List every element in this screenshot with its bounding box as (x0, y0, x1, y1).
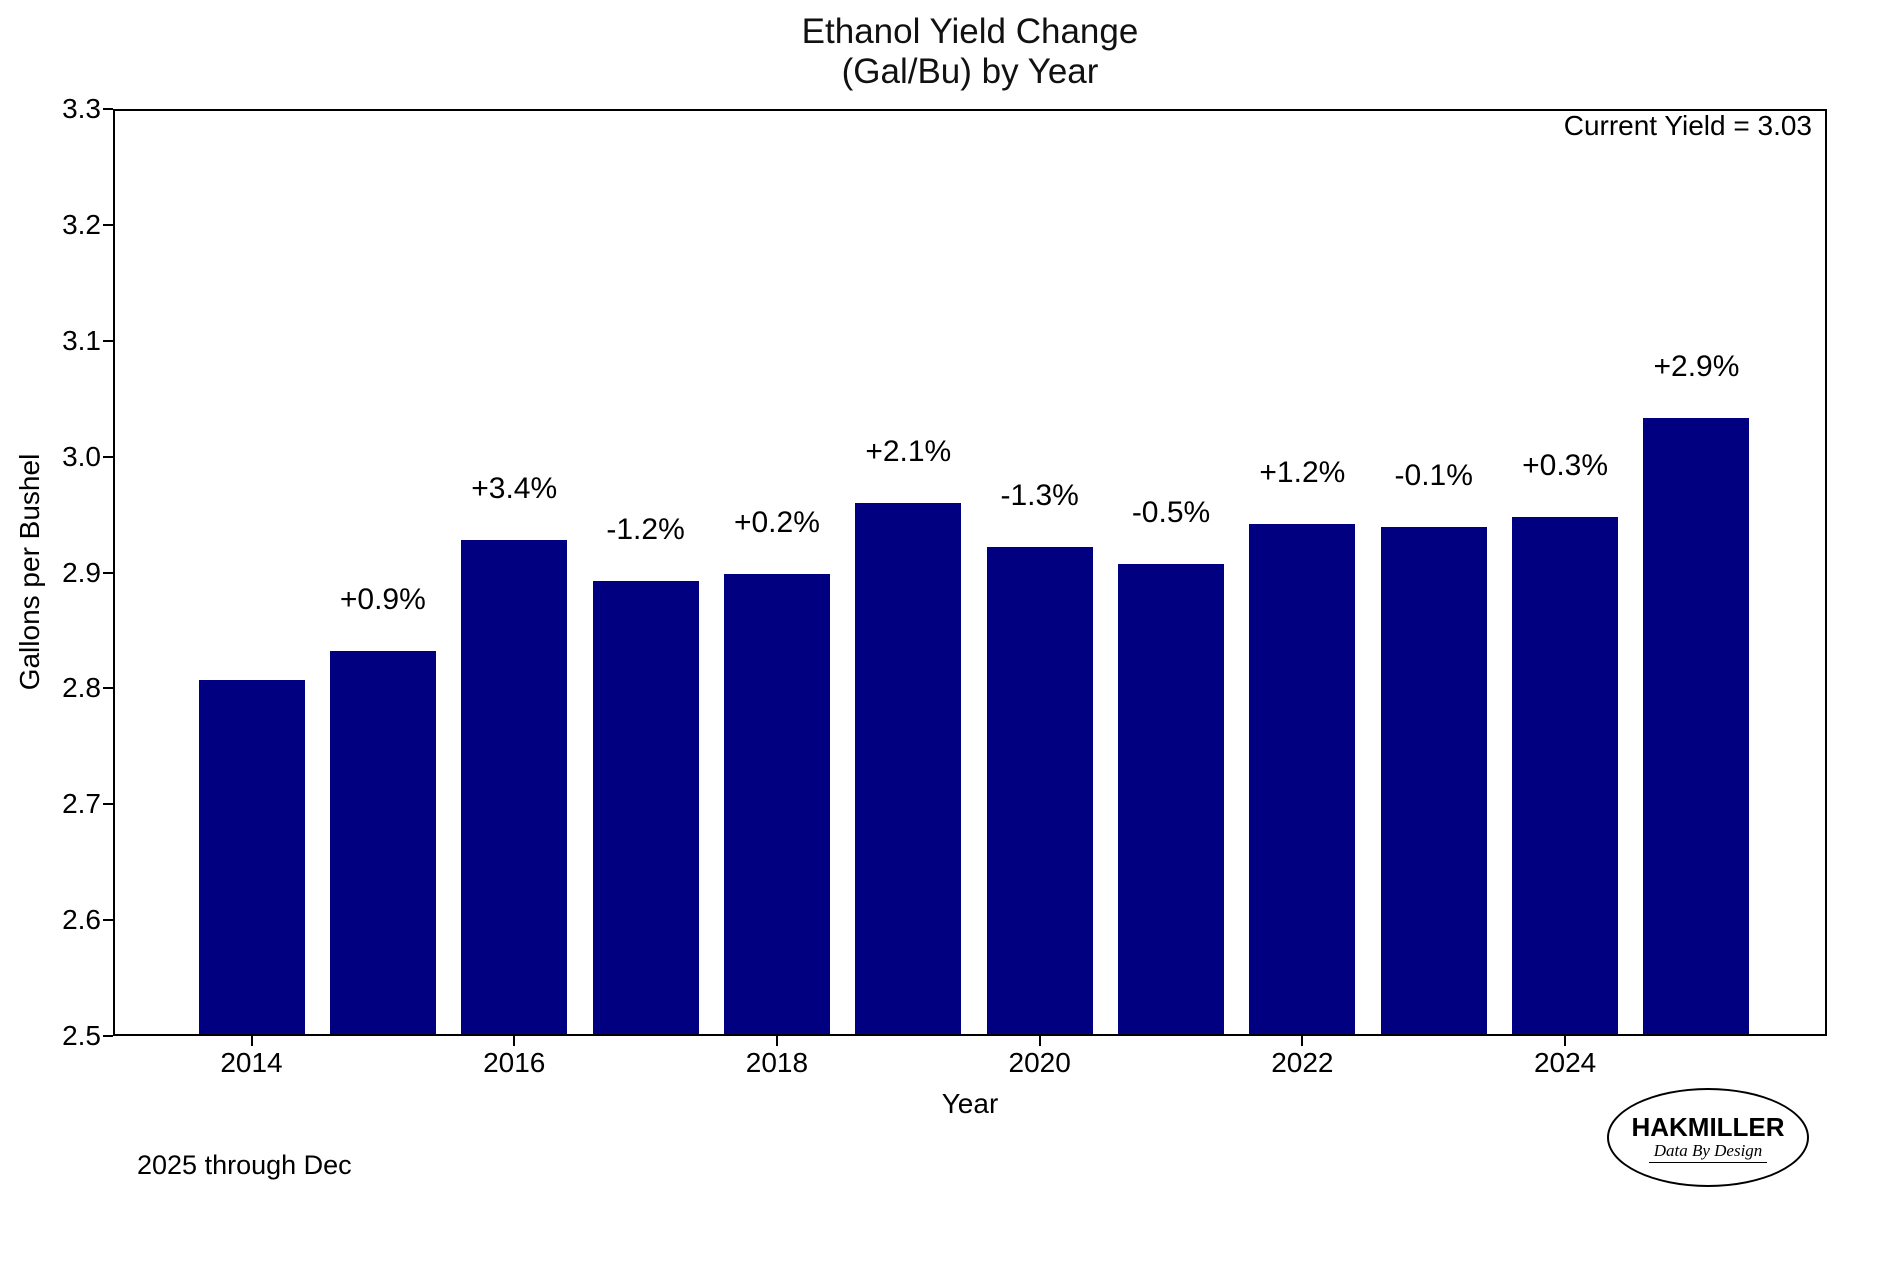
current-yield-annotation: Current Yield = 3.03 (1563, 110, 1812, 141)
chart-title-line2: (Gal/Bu) by Year (841, 52, 1099, 91)
y-tick-mark (103, 1035, 113, 1037)
y-tick-label: 2.5 (62, 1020, 101, 1051)
x-tick-mark (513, 1036, 516, 1046)
bar-2018 (723, 573, 830, 1034)
bar-label-2021: -0.5% (1131, 496, 1211, 530)
y-tick-mark (103, 223, 113, 226)
bar-label-2025: +2.9% (1653, 350, 1740, 384)
bar-2023 (1380, 527, 1487, 1034)
x-tick-label: 2016 (483, 1047, 546, 1078)
brand-logo: HAKMILLER Data By Design (1607, 1088, 1809, 1187)
bar-2017 (592, 580, 699, 1034)
y-tick-label: 3.2 (62, 208, 101, 240)
y-tick-mark (103, 571, 113, 574)
x-tick-mark (1301, 1036, 1304, 1046)
bar-2019 (855, 502, 962, 1034)
y-tick-label: 3.0 (62, 440, 101, 472)
plot-area (113, 109, 1827, 1036)
bar-2024 (1512, 516, 1619, 1034)
bar-label-2017: -1.2% (606, 512, 685, 546)
brand-logo-name: HAKMILLER (1631, 1111, 1785, 1142)
bar-label-2022: +1.2% (1259, 455, 1346, 489)
y-tick-label: 2.9 (62, 556, 101, 588)
bar-label-2020: -1.3% (1000, 479, 1079, 512)
y-tick-mark (103, 339, 113, 342)
footnote-text: 2025 through Dec (137, 1150, 352, 1180)
x-tick-label: 2020 (1008, 1047, 1071, 1078)
bar-label-2024: +0.3% (1522, 448, 1609, 482)
brand-logo-tagline: Data By Design (1648, 1141, 1768, 1163)
x-tick-label: 2014 (220, 1047, 283, 1078)
x-axis-label: Year (941, 1088, 999, 1119)
bar-label-2015: +0.9% (339, 583, 426, 617)
y-tick-label: 3.3 (62, 93, 101, 124)
y-tick-mark (103, 803, 113, 806)
y-tick-label: 3.1 (62, 324, 101, 356)
x-tick-label: 2022 (1271, 1047, 1334, 1078)
x-tick-mark (775, 1036, 778, 1046)
y-tick-label: 2.8 (62, 672, 101, 704)
bar-2021 (1118, 564, 1225, 1034)
bar-label-2019: +2.1% (865, 434, 952, 468)
bar-2014 (198, 680, 305, 1034)
x-tick-label: 2018 (745, 1047, 809, 1078)
x-tick-label: 2024 (1533, 1047, 1597, 1078)
bar-2015 (329, 651, 436, 1034)
y-tick-mark (103, 108, 113, 110)
y-tick-mark (103, 687, 113, 690)
y-tick-mark (103, 919, 113, 922)
y-tick-mark (103, 455, 113, 458)
x-tick-mark (250, 1036, 253, 1046)
x-tick-mark (1038, 1036, 1041, 1046)
chart-title-line1: Ethanol Yield Change (801, 12, 1139, 51)
y-tick-label: 2.6 (62, 904, 101, 936)
bar-2016 (461, 540, 568, 1034)
bar-label-2023: -0.1% (1394, 459, 1473, 493)
bar-2020 (986, 547, 1093, 1034)
chart-title: Ethanol Yield Change (Gal/Bu) by Year (113, 12, 1827, 92)
y-tick-label: 2.7 (62, 788, 101, 820)
bar-label-2016: +3.4% (471, 472, 558, 506)
x-tick-mark (1564, 1036, 1567, 1046)
bar-label-2018: +0.2% (733, 505, 820, 539)
bar-2025 (1643, 418, 1750, 1034)
bar-2022 (1249, 523, 1356, 1034)
